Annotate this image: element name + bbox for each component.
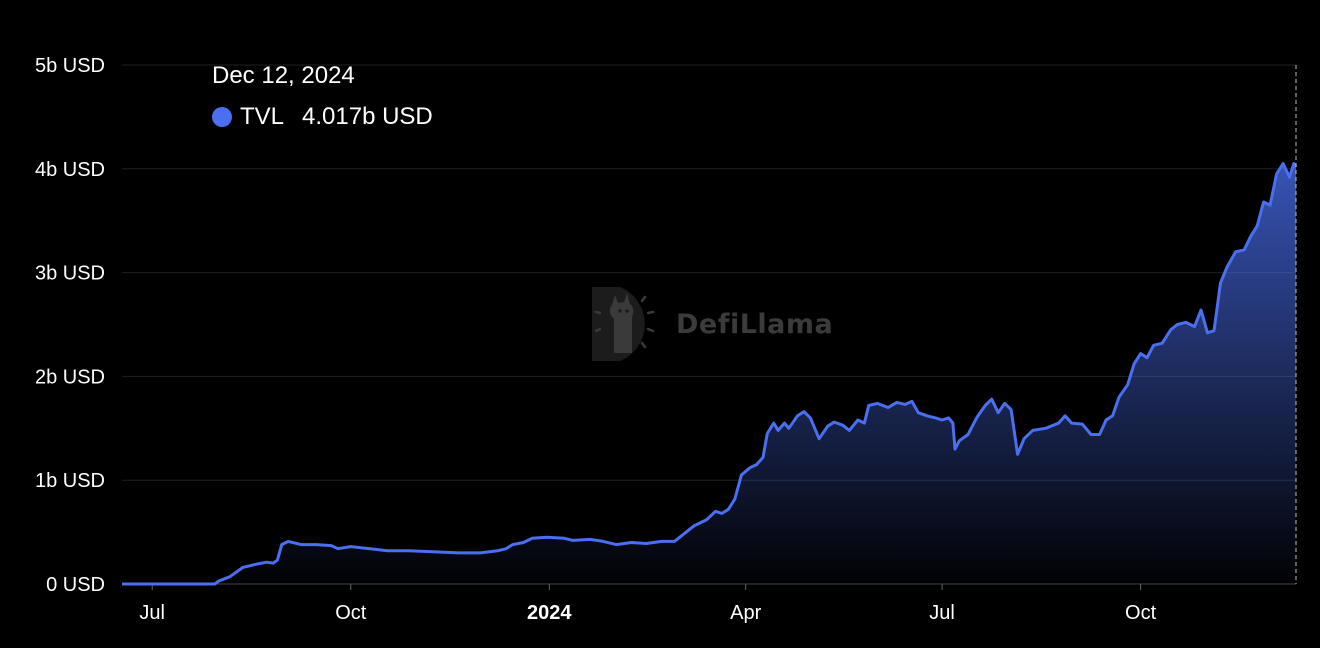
tvl-series-line[interactable]: [122, 162, 1298, 586]
x-tick-label: Oct: [1125, 602, 1157, 624]
x-tick-label: Oct: [335, 602, 367, 624]
tooltip-series-name: TVL: [240, 103, 285, 130]
tooltip-series-value: 4.017b USD: [302, 103, 433, 130]
y-axis-labels: 0 USD 1b USD 2b USD 3b USD 4b USD 5b USD: [35, 55, 105, 596]
y-tick-label: 2b USD: [35, 366, 105, 388]
y-tick-label: 5b USD: [35, 55, 105, 77]
watermark-text: DefiLlama: [676, 308, 834, 340]
tvl-area-fill: [122, 163, 1296, 584]
x-tick-label: 2024: [527, 602, 572, 624]
llama-logo-icon: [592, 287, 655, 361]
chart-tooltip: Dec 12, 2024 TVL 4.017b USD: [212, 60, 433, 132]
x-tick-label: Jul: [139, 602, 165, 624]
y-tick-label: 0 USD: [46, 574, 105, 596]
tooltip-series-row: TVL 4.017b USD: [212, 102, 433, 132]
series-color-dot-icon: [212, 107, 232, 127]
tooltip-date: Dec 12, 2024: [212, 62, 355, 89]
y-tick-label: 1b USD: [35, 470, 105, 492]
x-tick-label: Jul: [929, 602, 955, 624]
x-axis-labels: Jul Oct 2024 Apr Jul Oct: [139, 584, 1157, 624]
defillama-watermark: DefiLlama: [590, 283, 833, 365]
x-tick-label: Apr: [730, 602, 761, 624]
y-tick-label: 3b USD: [35, 263, 105, 285]
y-tick-label: 4b USD: [35, 159, 105, 181]
